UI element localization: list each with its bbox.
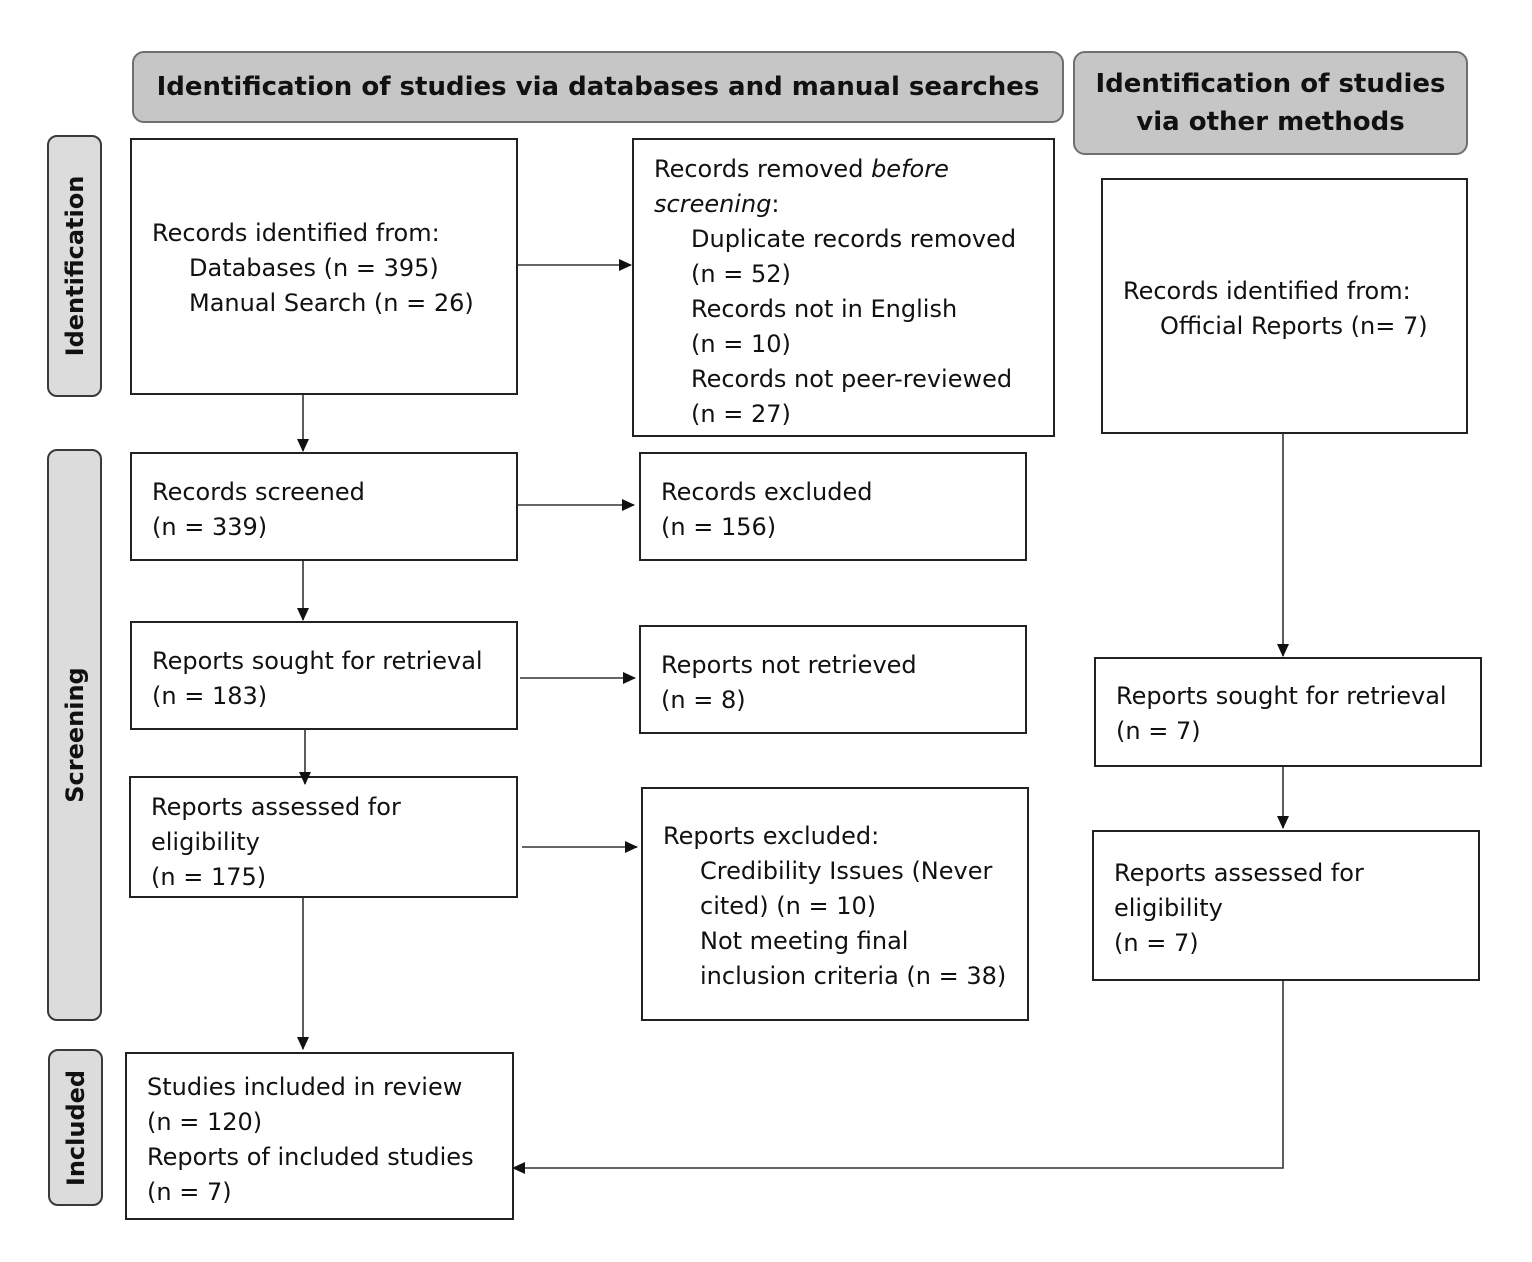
records-removed-box: Records removed before screening: Duplic… [632, 138, 1055, 437]
records-identified-title: Records identified from: [152, 219, 440, 247]
studies-included-title: Studies included in review [147, 1073, 463, 1101]
other-records-identified-title: Records identified from: [1123, 277, 1411, 305]
credibility-issues-2: cited) (n = 10) [700, 892, 877, 920]
reports-not-retrieved-box: Reports not retrieved (n = 8) [639, 625, 1027, 734]
official-reports: Official Reports (n= 7) [1160, 312, 1428, 340]
credibility-issues-1: Credibility Issues (Never [700, 857, 993, 885]
records-excluded-title: Records excluded [661, 478, 873, 506]
duplicate-records: Duplicate records removed [691, 225, 1017, 253]
reports-sought-n: (n = 183) [152, 682, 268, 710]
records-removed-title: Records removed before [654, 155, 949, 183]
header-databases: Identification of studies via databases … [132, 51, 1064, 123]
header-other-line1: Identification of studies [1095, 69, 1446, 99]
not-meeting-criteria-1: Not meeting final [700, 927, 909, 955]
duplicate-records-n: (n = 52) [691, 260, 791, 288]
header-databases-label: Identification of studies via databases … [156, 72, 1040, 102]
other-reports-assessed-title-1: Reports assessed for [1114, 859, 1364, 887]
records-screened-title: Records screened [152, 478, 365, 506]
reports-assessed-title-1: Reports assessed for [151, 793, 401, 821]
records-identified-databases: Databases (n = 395) [189, 254, 439, 282]
records-removed-title-cont: screening: [654, 190, 780, 218]
not-peer-reviewed: Records not peer-reviewed [691, 365, 1013, 393]
records-screened-n: (n = 339) [152, 513, 268, 541]
records-excluded-box: Records excluded (n = 156) [639, 452, 1027, 561]
reports-not-retrieved-n: (n = 8) [661, 686, 746, 714]
other-reports-sought-box: Reports sought for retrieval (n = 7) [1094, 657, 1482, 767]
other-reports-assessed-box: Reports assessed for eligibility (n = 7) [1092, 830, 1480, 981]
other-reports-sought-title: Reports sought for retrieval [1116, 682, 1447, 710]
reports-assessed-title-2: eligibility [151, 828, 260, 856]
records-identified-box: Records identified from: Databases (n = … [130, 138, 518, 395]
reports-sought-box: Reports sought for retrieval (n = 183) [130, 621, 518, 730]
not-english: Records not in English [691, 295, 958, 323]
other-records-identified-box: Records identified from: Official Report… [1101, 178, 1468, 434]
studies-included-box: Studies included in review (n = 120) Rep… [125, 1052, 514, 1220]
not-english-n: (n = 10) [691, 330, 791, 358]
not-meeting-criteria-2: inclusion criteria (n = 38) [700, 962, 1007, 990]
phase-screening: Screening [47, 449, 102, 1021]
reports-sought-title: Reports sought for retrieval [152, 647, 483, 675]
header-other-methods: Identification of studies via other meth… [1073, 51, 1468, 155]
reports-assessed-box: Reports assessed for eligibility (n = 17… [129, 776, 518, 898]
studies-included-n: (n = 120) [147, 1108, 263, 1136]
reports-excluded-title: Reports excluded: [663, 822, 880, 850]
records-identified-manual: Manual Search (n = 26) [189, 289, 474, 317]
reports-not-retrieved-title: Reports not retrieved [661, 651, 917, 679]
other-reports-sought-n: (n = 7) [1116, 717, 1201, 745]
records-screened-box: Records screened (n = 339) [130, 452, 518, 561]
header-other-line2: via other methods [1136, 107, 1405, 137]
other-reports-assessed-n: (n = 7) [1114, 929, 1199, 957]
reports-assessed-n: (n = 175) [151, 863, 267, 891]
records-excluded-n: (n = 156) [661, 513, 777, 541]
phase-identification: Identification [47, 135, 102, 397]
arrow-other-assessed-to-included [512, 981, 1284, 1174]
phase-included: Included [48, 1049, 103, 1206]
reports-excluded-box: Reports excluded: Credibility Issues (Ne… [641, 787, 1029, 1021]
reports-included-title: Reports of included studies [147, 1143, 474, 1171]
not-peer-reviewed-n: (n = 27) [691, 400, 791, 428]
other-reports-assessed-title-2: eligibility [1114, 894, 1223, 922]
reports-included-n: (n = 7) [147, 1178, 232, 1206]
